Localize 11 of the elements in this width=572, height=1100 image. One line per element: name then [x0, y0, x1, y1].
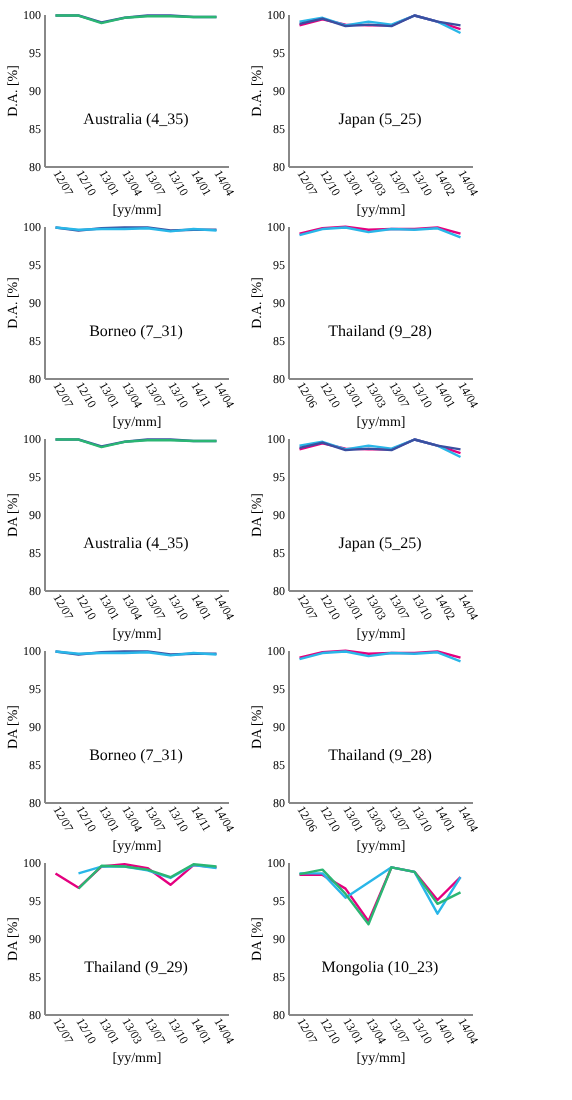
annotation: Japan (5_25) — [338, 534, 423, 553]
line-series — [77, 863, 218, 880]
annotation: Borneo (7_31) — [89, 322, 184, 341]
annotation: Thailand (9_28) — [328, 746, 433, 765]
annotation: Australia (4_35) — [83, 110, 190, 129]
annotation: Japan (5_25) — [338, 110, 423, 129]
annotation: Mongolia (10_23) — [321, 958, 440, 977]
annotation: Thailand (9_29) — [84, 958, 189, 977]
annotation: Thailand (9_28) — [328, 322, 433, 341]
annotation: Borneo (7_31) — [89, 746, 184, 765]
annotation: Australia (4_35) — [83, 534, 190, 553]
